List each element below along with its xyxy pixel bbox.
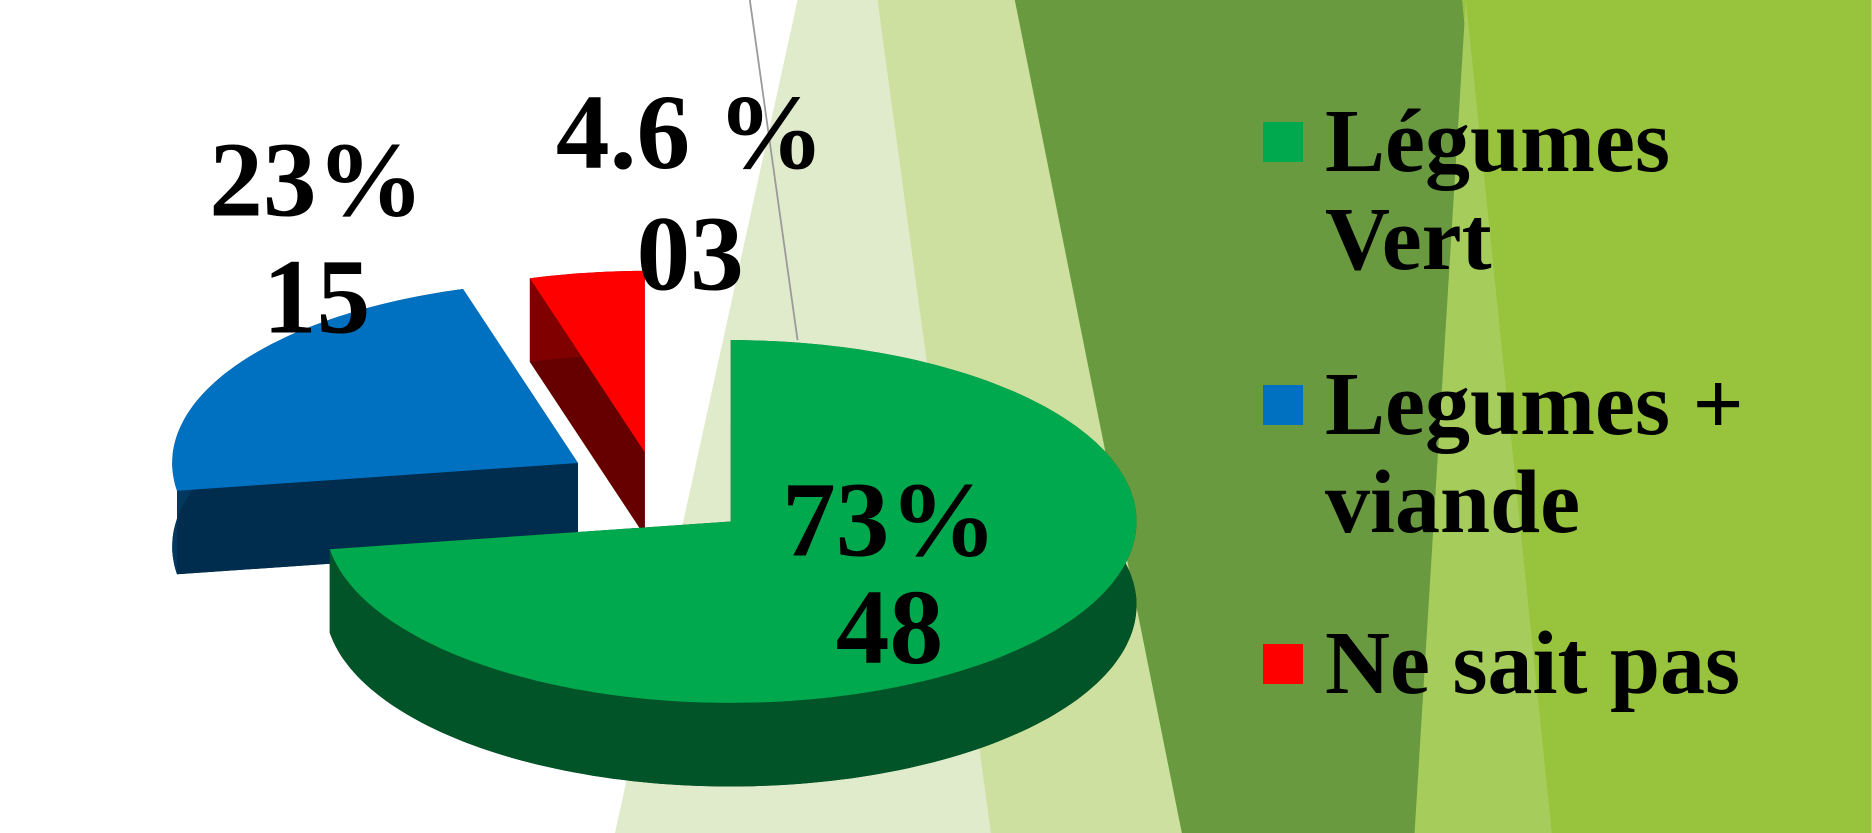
value-label: 4.6 %	[556, 73, 824, 192]
slice	[172, 289, 578, 491]
count-label: 03	[636, 195, 743, 314]
legend-label: Legumes + viande	[1325, 355, 1744, 552]
value-label: 73%	[782, 461, 997, 580]
legend-entry: Légumes Vert	[1263, 93, 1853, 289]
legend-swatch	[1263, 122, 1303, 162]
count-label: 15	[263, 238, 370, 357]
legend-swatch	[1263, 644, 1303, 684]
value-label: 23%	[209, 121, 424, 240]
count-label: 48	[836, 568, 943, 687]
data-labels: 4.6 %03 23%15 73%48	[209, 73, 997, 687]
legend-label: Légumes Vert	[1325, 92, 1670, 289]
legend-swatch	[1263, 385, 1303, 425]
bg-shape	[1462, 0, 1872, 833]
legend-entry: Ne sait pas	[1263, 615, 1853, 713]
legend-label: Ne sait pas	[1325, 614, 1741, 713]
pie	[172, 270, 1137, 787]
bg-shape	[1414, 0, 1552, 833]
bg-line	[748, 0, 799, 341]
legend-entry: Legumes + viande	[1263, 356, 1853, 552]
slice	[329, 340, 1137, 703]
slice	[529, 270, 645, 453]
